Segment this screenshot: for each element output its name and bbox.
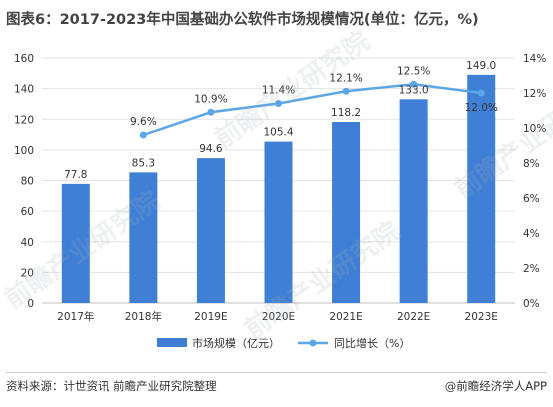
bar bbox=[196, 158, 225, 303]
bar bbox=[129, 172, 158, 303]
y-right-tick-label: 2% bbox=[523, 263, 540, 275]
bar-data-label: 149.0 bbox=[466, 60, 496, 72]
bar-data-label: 85.3 bbox=[132, 157, 155, 169]
growth-point bbox=[342, 87, 350, 95]
y-right-tick-label: 12% bbox=[523, 88, 546, 100]
y-left-tick-label: 0 bbox=[27, 298, 34, 310]
chart-area: 0 20 40 60 80 100 120 140 160 0% 2% 4% 6% 8% 10% 12% 14%… bbox=[14, 53, 546, 350]
bar-data-label: 105.4 bbox=[263, 127, 293, 139]
legend-line-label: 同比增长（%） bbox=[334, 336, 410, 350]
bar bbox=[61, 183, 90, 303]
y-right-tick-label: 6% bbox=[523, 193, 540, 205]
footer-divider bbox=[6, 372, 547, 373]
legend-bar-label: 市场规模（亿元） bbox=[192, 336, 280, 350]
line-data-label: 12.0% bbox=[465, 102, 498, 114]
bar-data-label: 77.8 bbox=[64, 169, 87, 181]
y-left-tick-label: 100 bbox=[14, 145, 34, 157]
y-left-tick-label: 140 bbox=[14, 84, 34, 96]
bar bbox=[467, 74, 496, 303]
y-right-tick-label: 8% bbox=[523, 158, 540, 170]
y-right-tick-label: 10% bbox=[523, 123, 546, 135]
y-left-tick-label: 20 bbox=[21, 267, 34, 279]
y-left-tick-label: 80 bbox=[21, 176, 34, 188]
growth-line bbox=[142, 82, 482, 137]
y-right-tick-label: 4% bbox=[523, 228, 540, 240]
growth-point bbox=[139, 131, 147, 139]
chart-title: 图表6：2017-2023年中国基础办公软件市场规模情况(单位：亿元，%) bbox=[6, 12, 479, 28]
x-tick-label: 2019E bbox=[194, 311, 227, 323]
legend-bar-swatch bbox=[157, 338, 187, 347]
brand-label: @前瞻经济学人APP bbox=[444, 379, 547, 393]
bar-data-label: 133.0 bbox=[399, 84, 429, 96]
y-right-tick-label: 14% bbox=[523, 53, 546, 65]
y-left-tick-label: 160 bbox=[14, 53, 34, 65]
line-data-label: 9.6% bbox=[130, 116, 157, 128]
bar bbox=[399, 99, 428, 303]
x-tick-label: 2021E bbox=[329, 311, 362, 323]
bar bbox=[264, 141, 293, 303]
growth-point bbox=[207, 108, 215, 116]
source-note: 资料来源：计世资讯 前瞻产业研究院整理 bbox=[6, 379, 217, 393]
chart-svg: 0 20 40 60 80 100 120 140 160 0% 2% 4% 6% 8% 10% 12% 14%… bbox=[14, 53, 546, 350]
line-data-label: 12.5% bbox=[397, 65, 430, 77]
x-tick-label: 2020E bbox=[262, 311, 295, 323]
bar bbox=[332, 122, 361, 303]
bar-data-label: 118.2 bbox=[331, 107, 361, 119]
x-tick-label: 2023E bbox=[465, 311, 498, 323]
x-tick-label: 2018年 bbox=[125, 310, 162, 323]
y-right-tick-label: 0% bbox=[523, 298, 540, 310]
x-tick-label: 2022E bbox=[397, 311, 430, 323]
y-left-tick-label: 40 bbox=[21, 237, 34, 249]
line-data-label: 12.1% bbox=[329, 72, 362, 84]
y-left-tick-label: 60 bbox=[21, 206, 34, 218]
bar-data-label: 94.6 bbox=[199, 143, 223, 155]
growth-point bbox=[410, 80, 418, 88]
line-data-label: 10.9% bbox=[194, 93, 227, 105]
x-tick-label: 2017年 bbox=[57, 310, 94, 323]
growth-point bbox=[477, 89, 485, 97]
line-data-label: 11.4% bbox=[262, 85, 295, 97]
growth-point bbox=[275, 100, 282, 107]
y-left-tick-label: 120 bbox=[14, 114, 34, 126]
legend-line-marker bbox=[309, 339, 317, 347]
